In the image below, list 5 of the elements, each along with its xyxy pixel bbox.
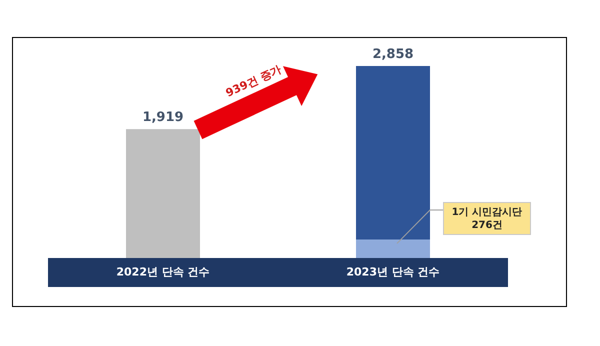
data-label: 1,919: [142, 110, 184, 126]
x-tick-label: 2022년 단속 건수: [116, 266, 210, 278]
callout-box: 1기 시민감시단 276건: [443, 202, 531, 235]
total-label: 2,858: [372, 47, 414, 62]
x-tick-label: 2023년 단속 건수: [346, 266, 440, 278]
